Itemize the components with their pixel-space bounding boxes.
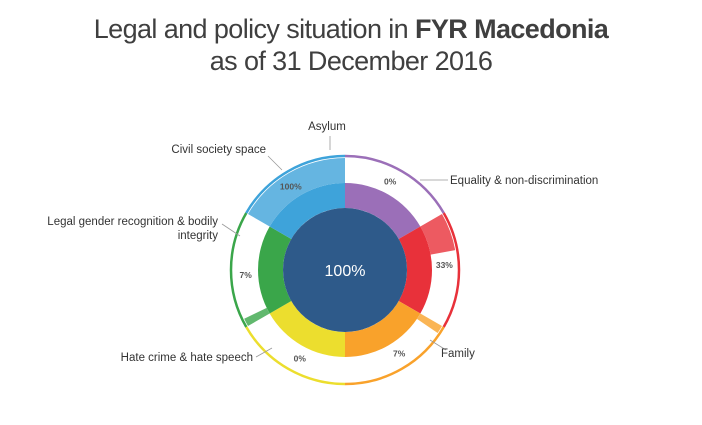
- leader-line: [255, 347, 273, 358]
- category-label: Civil society space: [171, 144, 266, 156]
- value-label: 33%: [436, 260, 453, 270]
- inner-segment: [269, 183, 345, 239]
- center-disc: [283, 208, 407, 332]
- value-label: 0%: [294, 354, 307, 364]
- leader-line: [429, 339, 447, 351]
- title-country: FYR Macedonia: [414, 14, 609, 44]
- leader-line: [221, 223, 241, 237]
- rim-arc: [245, 154, 346, 214]
- inner-segment: [269, 301, 345, 357]
- rim-arc: [442, 212, 461, 328]
- center-value: 100%: [325, 263, 366, 280]
- inner-segment: [398, 226, 432, 314]
- rim-arc: [245, 326, 346, 386]
- outer-fill-segment: [416, 313, 442, 333]
- chart-title-line-2: as of 31 December 2016: [209, 46, 493, 76]
- value-label: 0%: [384, 176, 397, 186]
- rim-arc: [344, 326, 445, 386]
- outer-fill-segment: [244, 307, 270, 326]
- inner-segment: [258, 226, 292, 314]
- outer-fill-segment: [420, 214, 456, 255]
- category-label: Asylum: [308, 121, 346, 133]
- category-label: Family: [441, 348, 475, 360]
- category-label: Hate crime & hate speech: [121, 352, 253, 364]
- inner-segment: [345, 301, 421, 357]
- rim-arc: [344, 154, 445, 214]
- inner-segment: [345, 183, 421, 239]
- title-prefix: Legal and policy situation in: [93, 14, 415, 44]
- leader-line: [267, 155, 283, 171]
- value-label: 7%: [239, 270, 252, 280]
- category-label: Legal gender recognition & bodily integri…: [47, 216, 218, 242]
- outer-fill-segment: [248, 158, 345, 227]
- value-label: 7%: [393, 348, 406, 358]
- category-label: Equality & non-discrimination: [450, 175, 598, 187]
- chart-title-line-1: Legal and policy situation in FYR Macedo…: [0, 14, 702, 45]
- rim-arc: [229, 212, 248, 328]
- value-label: 100%: [280, 182, 302, 192]
